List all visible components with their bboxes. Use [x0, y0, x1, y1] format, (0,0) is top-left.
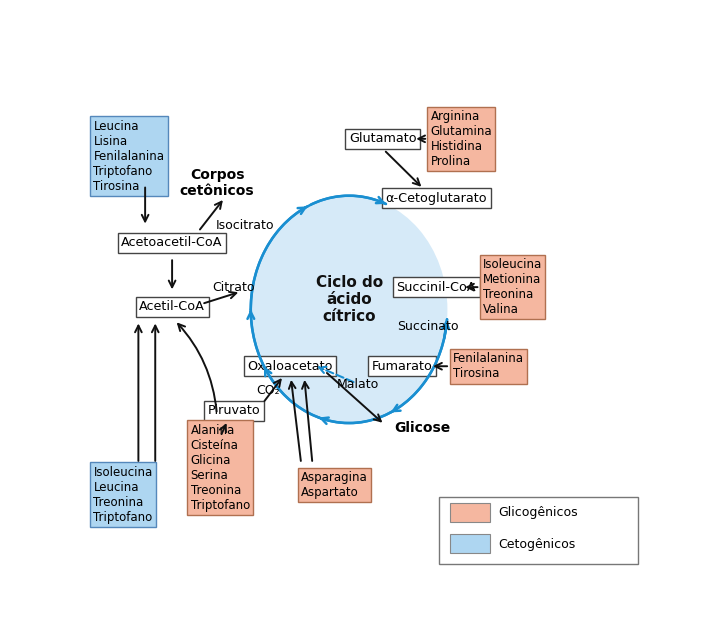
Text: Alanina
Cisteína
Glicina
Serina
Treonina
Triptofano: Alanina Cisteína Glicina Serina Treonina… — [191, 424, 250, 512]
Text: CO₂: CO₂ — [256, 385, 279, 397]
Text: Isoleucina
Metionina
Treonina
Valina: Isoleucina Metionina Treonina Valina — [483, 258, 542, 316]
Text: α-Cetoglutarato: α-Cetoglutarato — [386, 192, 487, 205]
Text: Piruvato: Piruvato — [207, 404, 260, 417]
Text: Corpos
cetônicos: Corpos cetônicos — [180, 168, 254, 198]
FancyBboxPatch shape — [450, 503, 490, 522]
FancyBboxPatch shape — [450, 534, 490, 553]
Text: Fenilalanina
Tirosina: Fenilalanina Tirosina — [453, 352, 524, 380]
Text: Glicogênicos: Glicogênicos — [498, 506, 578, 519]
Text: Succinato: Succinato — [397, 320, 458, 333]
Text: Malato: Malato — [336, 378, 378, 391]
Text: Acetoacetil-CoA: Acetoacetil-CoA — [121, 236, 223, 249]
Text: Oxaloacetato: Oxaloacetato — [247, 360, 333, 373]
Text: Asparagina
Aspartato: Asparagina Aspartato — [302, 471, 368, 499]
Text: Glicose: Glicose — [394, 421, 450, 435]
FancyBboxPatch shape — [439, 497, 639, 564]
Ellipse shape — [251, 196, 447, 423]
Text: Isocitrato: Isocitrato — [216, 219, 274, 232]
Text: Fumarato: Fumarato — [372, 360, 433, 373]
Text: Glutamato: Glutamato — [349, 132, 417, 145]
Text: Acetil-CoA: Acetil-CoA — [139, 300, 205, 313]
Text: Ciclo do
ácido
cítrico: Ciclo do ácido cítrico — [315, 275, 383, 324]
Text: Arginina
Glutamina
Histidina
Prolina: Arginina Glutamina Histidina Prolina — [431, 110, 492, 168]
Text: Citrato: Citrato — [212, 281, 255, 293]
Text: Leucina
Lisina
Fenilalanina
Triptofano
Tirosina: Leucina Lisina Fenilalanina Triptofano T… — [94, 119, 165, 193]
Text: Isoleucina
Leucina
Treonina
Triptofano: Isoleucina Leucina Treonina Triptofano — [94, 465, 153, 524]
Text: Cetogênicos: Cetogênicos — [498, 538, 575, 551]
Text: Succinil-CoA: Succinil-CoA — [397, 281, 476, 293]
